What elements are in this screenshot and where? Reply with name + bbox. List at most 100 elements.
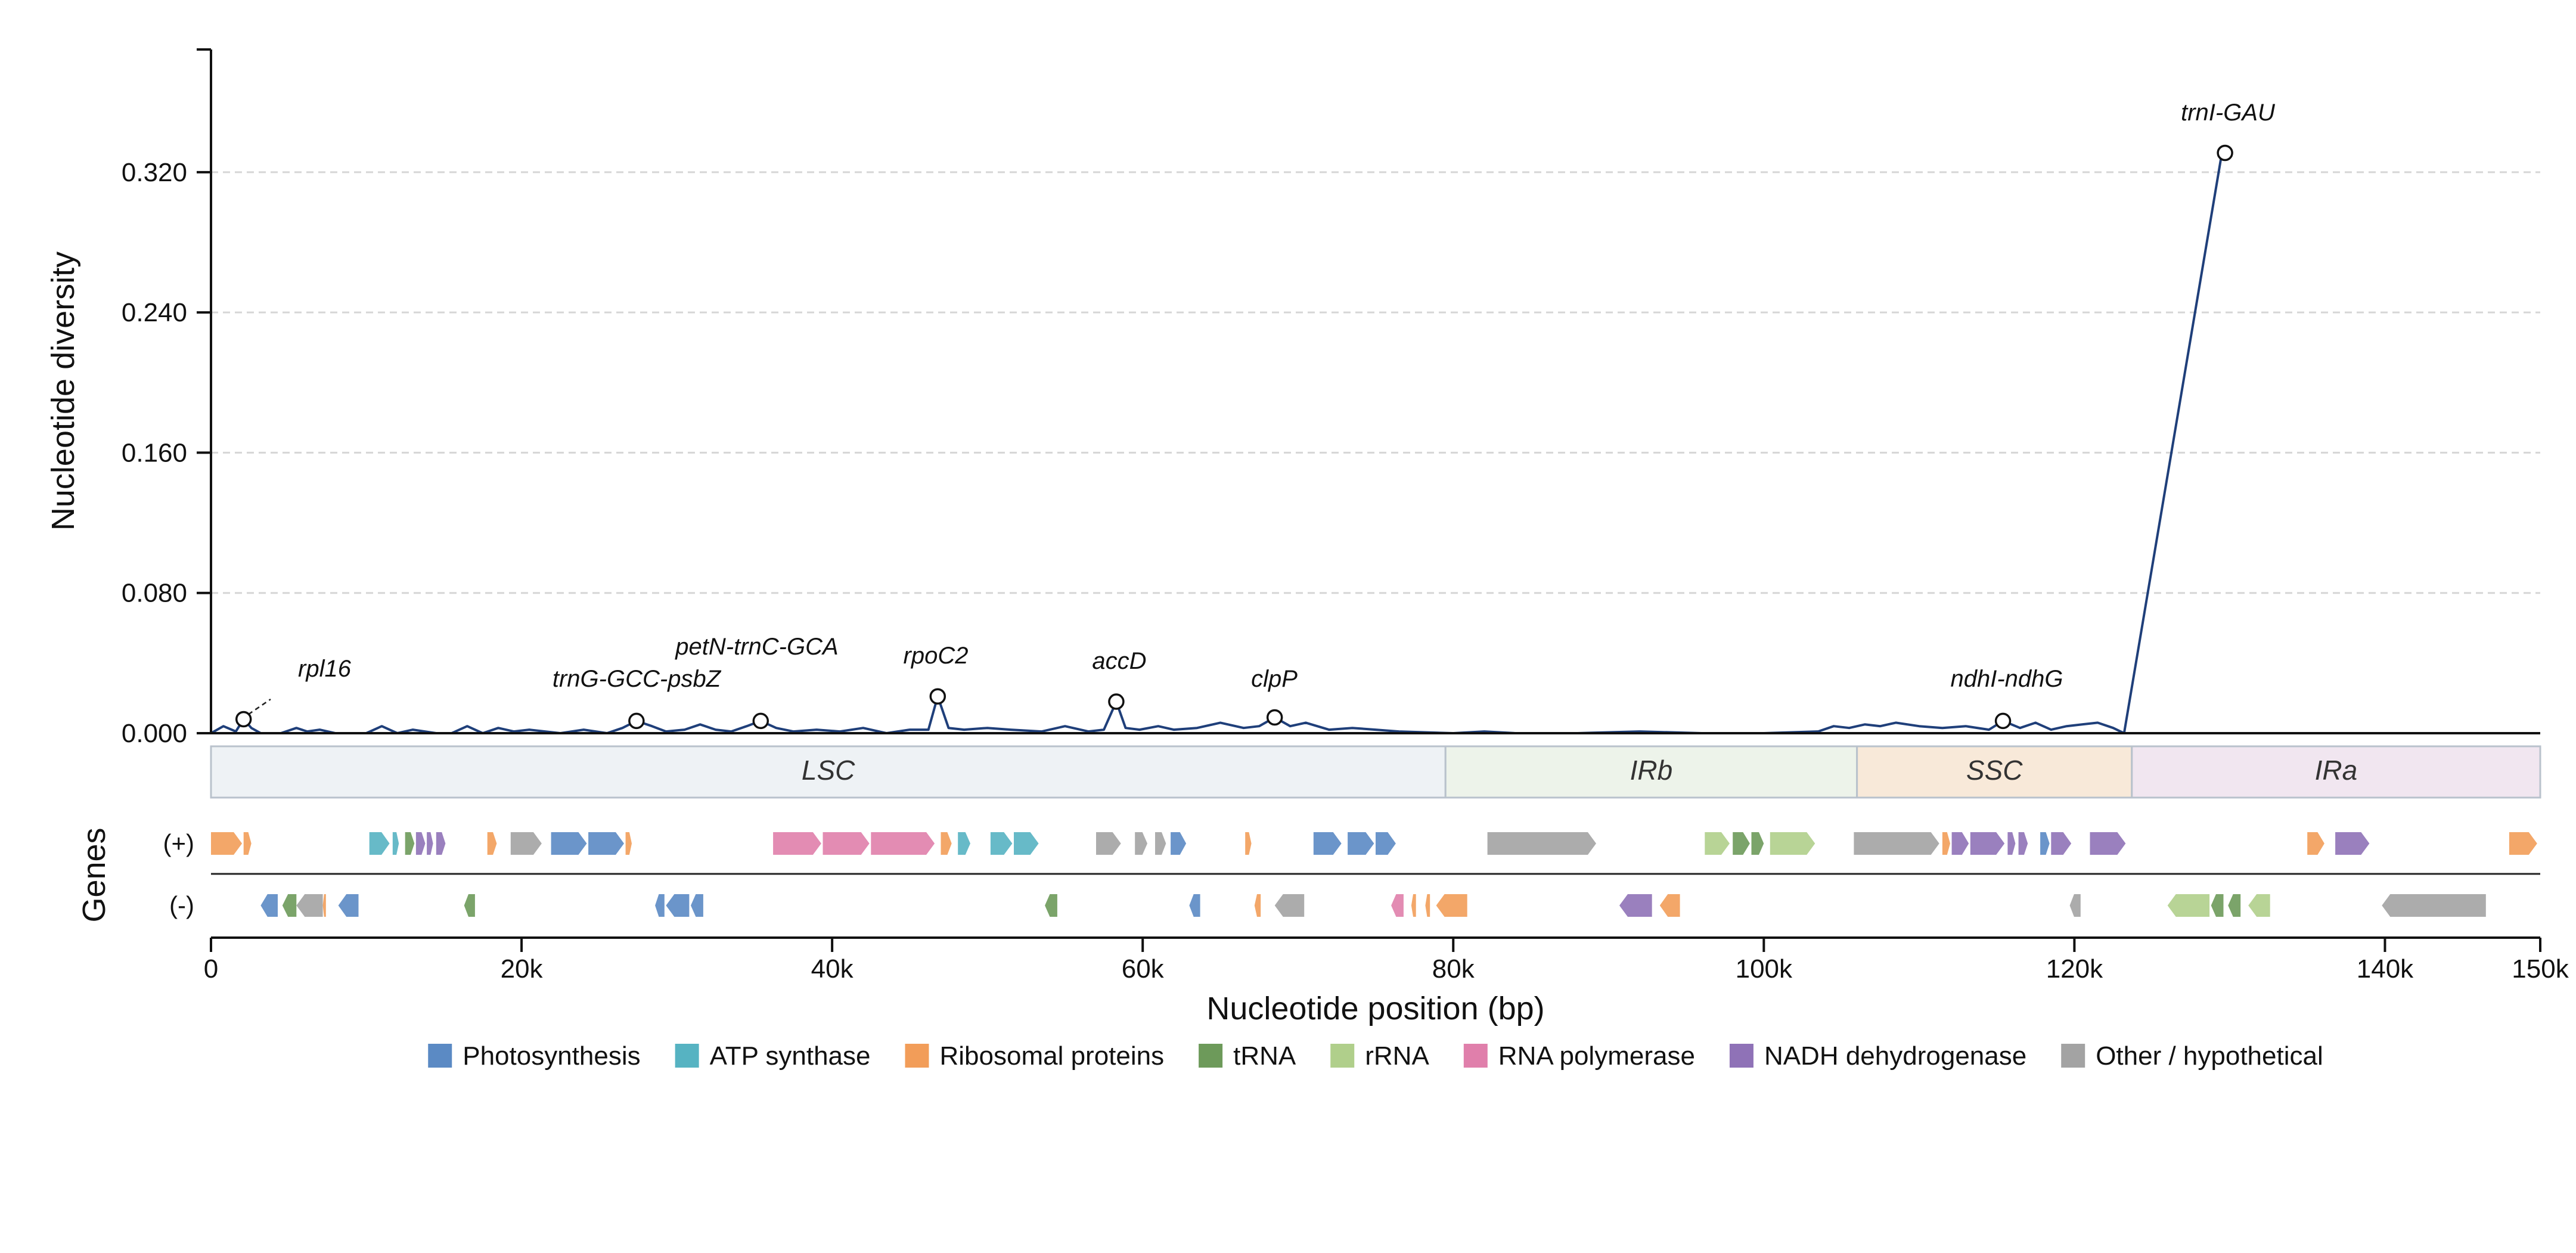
gene-arrow	[588, 832, 624, 855]
diversity-series-line	[210, 151, 2230, 734]
peak-label: clpP	[1251, 666, 1298, 692]
gene-arrow	[1155, 832, 1166, 855]
genome-regions: LSC IRb SSC IRa	[210, 745, 2541, 799]
gene-arrow	[1189, 894, 1200, 917]
gene-arrow	[1096, 832, 1121, 855]
gene-arrow	[1376, 832, 1396, 855]
gene-arrow	[655, 894, 665, 917]
gene-arrow	[1045, 894, 1057, 917]
peak-label: trnI-GAU	[2181, 100, 2276, 126]
x-tick-label: 40k	[811, 954, 854, 984]
x-tick-label: 20k	[501, 954, 544, 984]
y-axis-title: Nucleotide diversity	[45, 252, 81, 531]
legend-label: NADH dehydrogenase	[1764, 1041, 2026, 1071]
gene-arrows	[211, 832, 2537, 917]
gene-arrow	[958, 832, 970, 855]
gene-track: Genes (+) (-)	[76, 827, 2540, 923]
gene-arrow	[2211, 894, 2224, 917]
gene-arrow	[1348, 832, 1374, 855]
grid-lines	[211, 171, 2540, 594]
gene-arrow	[823, 832, 870, 855]
gene-arrow	[415, 832, 426, 855]
peak-marker	[235, 711, 252, 728]
peak-label: accD	[1092, 648, 1146, 674]
gene-arrow	[2228, 894, 2241, 917]
legend-swatch	[1729, 1044, 1753, 1068]
gene-arrow	[1487, 832, 1596, 855]
gene-arrow	[871, 832, 935, 855]
gene-arrow	[405, 832, 415, 855]
plus-strand-label: (+)	[163, 829, 195, 857]
x-tick-label: 0	[204, 954, 218, 984]
x-tick-label: 80k	[1432, 954, 1475, 984]
gene-arrow	[2167, 894, 2210, 917]
legend-swatch	[2061, 1044, 2085, 1068]
gene-arrow	[1425, 894, 1430, 917]
gene-arrow	[625, 832, 632, 855]
x-axis: Nucleotide position (bp)	[211, 936, 2540, 1026]
gene-arrow	[487, 832, 497, 855]
peak-marker	[2217, 144, 2233, 162]
gene-arrow	[1245, 832, 1252, 855]
legend-swatch	[1199, 1044, 1223, 1068]
legend-label: ATP synthase	[710, 1041, 871, 1071]
legend-swatch	[675, 1044, 699, 1068]
gene-arrow	[1970, 832, 2005, 855]
x-tick-label: 120k	[2046, 954, 2103, 984]
minus-strand-label: (-)	[169, 891, 194, 919]
peak-marker	[1266, 709, 1283, 726]
legend-label: Other / hypothetical	[2096, 1041, 2323, 1071]
gene-arrow	[691, 894, 703, 917]
gene-arrow	[1619, 894, 1652, 917]
region-box	[210, 745, 1447, 799]
gene-arrow	[2090, 832, 2126, 855]
gene-arrow	[1411, 894, 1416, 917]
region-box	[2131, 745, 2541, 799]
peak-marker	[1994, 712, 2012, 730]
y-tick-label: 0.000	[122, 719, 187, 748]
gene-arrow	[1313, 832, 1342, 855]
gene-arrow	[2509, 832, 2537, 855]
gene-arrow	[260, 894, 278, 917]
legend-label: RNA polymerase	[1498, 1041, 1695, 1071]
gene-arrow	[282, 894, 297, 917]
peak-label: rpl16	[298, 656, 352, 682]
gene-arrow	[1014, 832, 1039, 855]
gene-arrow	[2040, 832, 2050, 855]
gene-arrow	[1254, 894, 1261, 917]
peak-marker	[628, 712, 645, 730]
gene-arrow	[510, 832, 542, 855]
gene-arrow	[296, 894, 323, 917]
peak-marker	[752, 712, 769, 730]
gene-arrow	[2307, 832, 2324, 855]
x-tick-label: 60k	[1122, 954, 1165, 984]
gene-arrow	[243, 832, 252, 855]
legend-label: rRNA	[1365, 1041, 1429, 1071]
gene-arrow	[1751, 832, 1764, 855]
peak-marker	[1108, 693, 1125, 710]
peak-leader-line	[248, 698, 271, 715]
gene-arrow	[2018, 832, 2028, 855]
gene-arrow	[1274, 894, 1305, 917]
y-tick-label: 0.320	[122, 158, 187, 187]
gene-arrow	[1942, 832, 1950, 855]
gene-arrow	[2007, 832, 2016, 855]
gene-arrow	[1951, 832, 1969, 855]
peak-label: rpoC2	[904, 643, 969, 669]
region-label: IRb	[1630, 755, 1673, 786]
peak-annotations: rpl16 trnG-GCC-psbZ petN-trnC-GCA rpoC2 accD…	[235, 100, 2276, 730]
gene-arrow	[1854, 832, 1939, 855]
gene-arrow	[1733, 832, 1750, 855]
gene-arrow	[551, 832, 587, 855]
legend-label: tRNA	[1233, 1041, 1296, 1071]
legend-label: Ribosomal proteins	[939, 1041, 1164, 1071]
gene-arrow	[2069, 894, 2081, 917]
legend: Photosynthesis ATP synthase Ribosomal prot…	[428, 1041, 2323, 1071]
gene-arrow	[941, 832, 952, 855]
legend-label: Photosynthesis	[463, 1041, 640, 1071]
gene-arrow	[1770, 832, 1815, 855]
peak-label: ndhI-ndhG	[1950, 666, 2063, 692]
diversity-line	[210, 151, 2230, 734]
gene-arrow	[1135, 832, 1147, 855]
